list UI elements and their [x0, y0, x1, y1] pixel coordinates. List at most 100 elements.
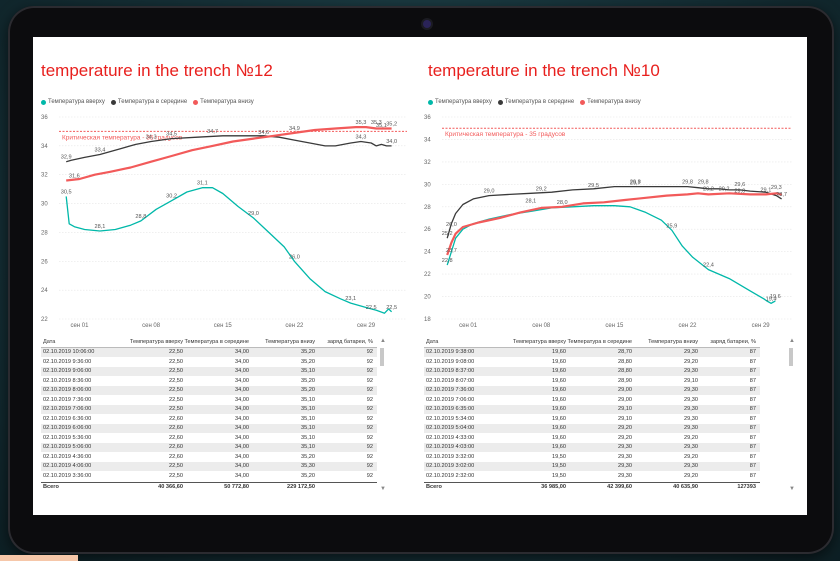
legend-dot-icon — [193, 99, 199, 105]
legend-item[interactable]: Температура внизу — [193, 99, 254, 105]
table-row[interactable]: 02.10.2019 10:06:00 22,50 34,00 35,20 92 — [41, 347, 377, 357]
total-cell: Всего — [426, 484, 442, 491]
table-scrollbar[interactable]: ▲ ▼ — [789, 338, 795, 492]
table-row[interactable]: 02.10.2019 5:04:00 19,60 29,20 29,30 87 — [424, 423, 760, 433]
legend-item[interactable]: Температура вверху — [428, 99, 492, 105]
series-line[interactable] — [446, 192, 782, 256]
table-cell: 28,80 — [618, 358, 632, 365]
table-row[interactable]: 02.10.2019 3:32:00 19,50 29,30 29,20 87 — [424, 452, 760, 462]
scroll-down-icon[interactable]: ▼ — [789, 486, 795, 492]
series-line[interactable] — [446, 205, 776, 304]
table-row[interactable]: 02.10.2019 9:36:00 22,50 34,00 35,20 92 — [41, 357, 377, 367]
trench-12-panel: temperature in the trench №12 Температур… — [33, 37, 420, 515]
table-cell: 29,20 — [684, 453, 698, 460]
table-cell: 92 — [366, 358, 373, 365]
column-header[interactable]: Температура в середине — [567, 338, 632, 345]
table-row[interactable]: 02.10.2019 6:06:00 22,60 34,00 35,10 92 — [41, 423, 377, 433]
table-row[interactable]: 02.10.2019 7:36:00 19,60 29,00 29,30 87 — [424, 385, 760, 395]
column-header[interactable]: Дата — [426, 338, 439, 345]
table-row[interactable]: 02.10.2019 5:36:00 22,60 34,00 35,10 92 — [41, 433, 377, 443]
table-row[interactable]: 02.10.2019 8:37:00 19,60 28,80 29,30 87 — [424, 366, 760, 376]
table-cell: 02.10.2019 5:04:00 — [426, 425, 475, 432]
data-label: 28,8 — [135, 214, 146, 220]
table-cell: 92 — [366, 368, 373, 375]
camera-dot — [423, 20, 431, 28]
table-row[interactable]: 02.10.2019 8:06:00 22,50 34,00 35,20 92 — [41, 385, 377, 395]
table-row[interactable]: 02.10.2019 9:06:00 22,50 34,00 35,10 92 — [41, 366, 377, 376]
legend-item[interactable]: Температура внизу — [580, 99, 641, 105]
data-label: 34,9 — [289, 126, 300, 132]
scrollbar-thumb[interactable] — [380, 348, 384, 366]
table-row[interactable]: 02.10.2019 7:36:00 22,50 34,00 35,10 92 — [41, 395, 377, 405]
legend-item[interactable]: Температура в середине — [497, 99, 574, 105]
table-cell: 22,50 — [169, 463, 183, 470]
table-row[interactable]: 02.10.2019 4:36:00 22,60 34,00 35,20 92 — [41, 452, 377, 462]
table-row[interactable]: 02.10.2019 6:35:00 19,60 29,10 29,30 87 — [424, 404, 760, 414]
table-row[interactable]: 02.10.2019 8:07:00 19,60 28,90 29,10 87 — [424, 376, 760, 386]
scroll-up-icon[interactable]: ▲ — [789, 338, 795, 344]
table-cell: 87 — [749, 387, 756, 394]
table-cell: 92 — [366, 434, 373, 441]
data-label: 30,2 — [166, 194, 177, 200]
series-line[interactable] — [65, 187, 393, 314]
table-row[interactable]: 02.10.2019 9:38:00 19,60 28,70 29,30 87 — [424, 347, 760, 357]
data-label: 22,4 — [703, 263, 714, 269]
table-cell: 02.10.2019 4:03:00 — [426, 444, 475, 451]
table-cell: 87 — [749, 396, 756, 403]
legend-dot-icon — [41, 99, 46, 105]
column-header[interactable]: Температура вверху — [129, 338, 183, 345]
y-tick-label: 26 — [424, 227, 431, 233]
table-cell: 29,20 — [684, 358, 698, 365]
data-label: 29,2 — [536, 186, 547, 192]
table-row[interactable]: 02.10.2019 8:36:00 22,50 34,00 35,20 92 — [41, 376, 377, 386]
table-scrollbar[interactable]: ▲ ▼ — [380, 338, 386, 492]
data-label: 34,3 — [146, 135, 157, 141]
table-row[interactable]: 02.10.2019 5:06:00 22,60 34,00 35,10 92 — [41, 442, 377, 452]
total-cell: 229 172,50 — [287, 484, 315, 491]
column-header[interactable]: Температура внизу — [265, 338, 315, 345]
table-cell: 35,10 — [301, 444, 315, 451]
table-row[interactable]: 02.10.2019 2:32:00 19,50 29,30 29,20 87 — [424, 471, 760, 481]
data-label: 28,1 — [94, 224, 105, 230]
scroll-down-icon[interactable]: ▼ — [380, 486, 386, 492]
column-header[interactable]: заряд батареи, % — [710, 338, 756, 345]
table-row[interactable]: 02.10.2019 4:33:00 19,60 29,20 29,20 87 — [424, 433, 760, 443]
table-cell: 29,30 — [684, 444, 698, 451]
legend-item[interactable]: Температура в середине — [110, 99, 187, 105]
table-row[interactable]: 02.10.2019 5:34:00 19,60 29,10 29,30 87 — [424, 414, 760, 424]
table-row[interactable]: 02.10.2019 6:36:00 22,60 34,00 35,10 92 — [41, 414, 377, 424]
data-label: 29,1 — [760, 187, 771, 193]
series-line[interactable] — [66, 126, 392, 182]
series-line[interactable] — [446, 185, 782, 239]
table-cell: 02.10.2019 6:36:00 — [43, 415, 92, 422]
table-cell: 35,30 — [301, 463, 315, 470]
legend-item[interactable]: Температура вверху — [41, 99, 105, 105]
table-cell: 87 — [749, 453, 756, 460]
data-label: 22,8 — [442, 258, 453, 264]
table-row[interactable]: 02.10.2019 7:06:00 19,60 29,00 29,30 87 — [424, 395, 760, 405]
column-header[interactable]: Дата — [43, 338, 56, 345]
scroll-up-icon[interactable]: ▲ — [380, 338, 386, 344]
scrollbar-thumb[interactable] — [789, 348, 793, 366]
table-cell: 29,30 — [618, 444, 632, 451]
y-tick-label: 34 — [41, 144, 48, 150]
table-row[interactable]: 02.10.2019 7:06:00 22,50 34,00 35,10 92 — [41, 404, 377, 414]
table-cell: 02.10.2019 5:06:00 — [43, 444, 92, 451]
table-row[interactable]: 02.10.2019 4:03:00 19,60 29,30 29,30 87 — [424, 442, 760, 452]
table-row[interactable]: 02.10.2019 9:08:00 19,60 28,80 29,20 87 — [424, 357, 760, 367]
table-cell: 34,00 — [235, 453, 249, 460]
panel-title: temperature in the trench №10 — [428, 61, 660, 80]
column-header[interactable]: Температура вверху — [512, 338, 566, 345]
table-cell: 92 — [366, 387, 373, 394]
table-cell: 92 — [366, 406, 373, 413]
column-header[interactable]: Температура внизу — [648, 338, 698, 345]
table-cell: 35,10 — [301, 425, 315, 432]
table-row[interactable]: 02.10.2019 3:36:00 22,50 34,00 35,20 92 — [41, 471, 377, 481]
column-header[interactable]: Температура в середине — [184, 338, 249, 345]
table-row[interactable]: 02.10.2019 3:02:00 19,50 29,30 29,30 87 — [424, 461, 760, 471]
data-label: 29,0 — [248, 211, 259, 217]
table-cell: 29,20 — [618, 425, 632, 432]
table-row[interactable]: 02.10.2019 4:06:00 22,50 34,00 35,30 92 — [41, 461, 377, 471]
data-label: 29,7 — [630, 181, 641, 187]
column-header[interactable]: заряд батареи, % — [327, 338, 373, 345]
